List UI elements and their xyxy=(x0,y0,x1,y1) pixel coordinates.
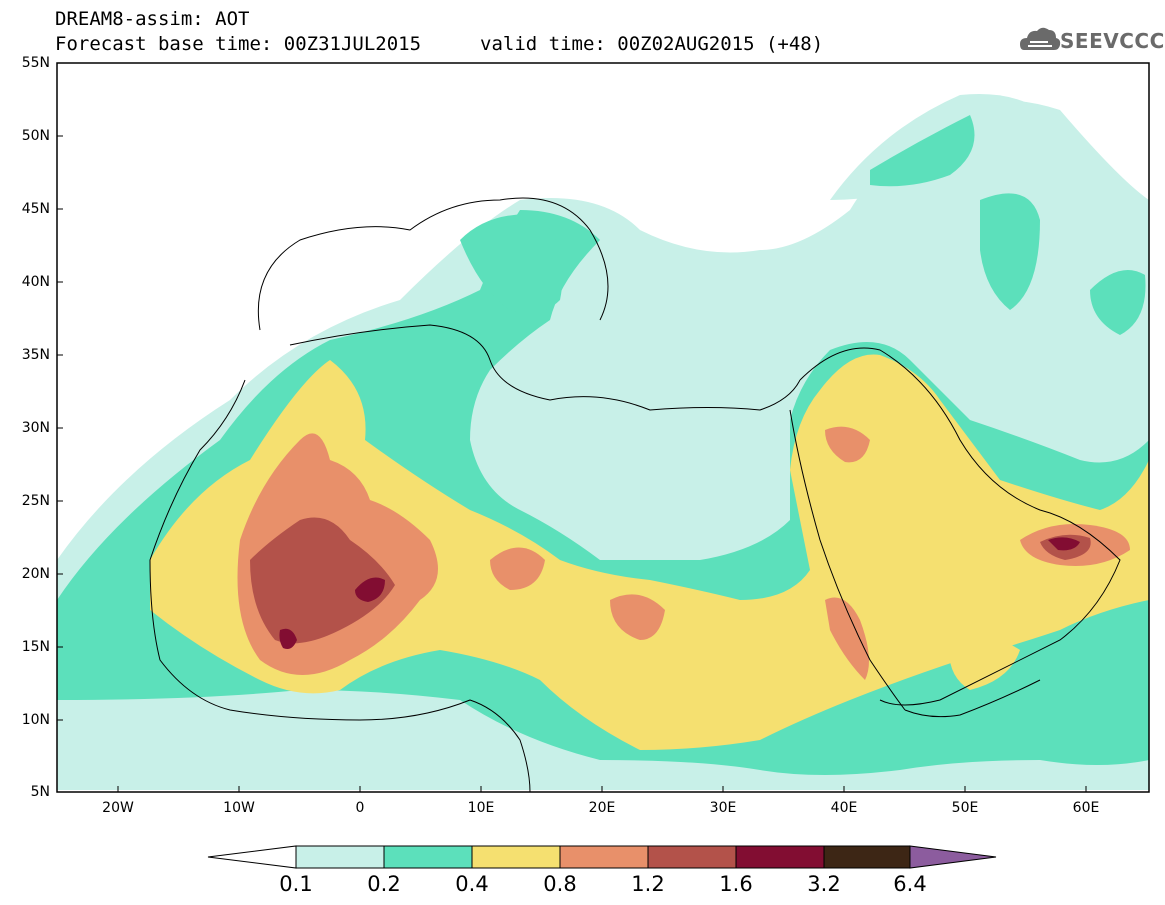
aot-band-1.2 xyxy=(250,517,395,644)
logo-text: SEEVCCC xyxy=(1060,29,1165,53)
cloud-logo-icon xyxy=(1020,27,1061,50)
colorbar-label-0.4: 0.4 xyxy=(455,872,489,896)
aot-band-0.2-caspian xyxy=(980,193,1040,310)
coastline-red-sea xyxy=(789,409,906,711)
valid-time: valid time: 00Z02AUG2015 (+48) xyxy=(480,33,824,55)
lat-label-20n: 20N xyxy=(21,566,50,582)
lat-label-45n: 45N xyxy=(21,201,50,217)
aot-band-0.8-chad xyxy=(490,547,545,590)
colorbar-bin-0.8 xyxy=(559,845,649,869)
lon-label-30e: 30E xyxy=(709,800,737,816)
colorbar-bin-1.2 xyxy=(647,845,737,869)
lon-label-10w: 10W xyxy=(223,800,255,816)
aot-band-0.2-italy xyxy=(460,214,563,314)
lon-label-20w: 20W xyxy=(102,800,134,816)
tick-marks xyxy=(57,62,1087,792)
colorbar xyxy=(207,845,997,869)
lon-label-10e: 10E xyxy=(467,800,495,816)
lat-label-10n: 10N xyxy=(21,712,50,728)
aot-band-0.4 xyxy=(150,354,1149,750)
lon-label-60e: 60E xyxy=(1072,800,1100,816)
aot-band-0.8-saudi xyxy=(825,426,870,463)
coastline-europe xyxy=(257,197,609,331)
lon-label-0: 0 xyxy=(355,800,365,816)
colorbar-under-arrow xyxy=(207,845,297,869)
lon-label-50e: 50E xyxy=(951,800,979,816)
lat-label-55n: 55N xyxy=(21,55,50,71)
aot-band-0.8-redsea xyxy=(825,597,869,680)
lon-label-20e: 20E xyxy=(588,800,616,816)
colorbar-bin-1.6 xyxy=(735,845,825,869)
coastlines xyxy=(149,197,1121,792)
coastline-horn xyxy=(904,679,1041,718)
colorbar-label-1.2: 1.2 xyxy=(631,872,665,896)
aot-band-0.4-horn xyxy=(949,636,1020,690)
colorbar-label-3.2: 3.2 xyxy=(807,872,841,896)
aot-band-1.6-oman xyxy=(1048,537,1080,551)
lat-label-25n: 25N xyxy=(21,493,50,509)
lat-label-40n: 40N xyxy=(21,274,50,290)
lat-label-35n: 35N xyxy=(21,347,50,363)
lat-label-5n: 5N xyxy=(30,784,50,800)
lat-label-50n: 50N xyxy=(21,128,50,144)
colorbar-bin-3.2 xyxy=(823,845,911,869)
colorbar-label-6.4: 6.4 xyxy=(893,872,927,896)
colorbar-label-0.1: 0.1 xyxy=(279,872,313,896)
coastline-west-africa xyxy=(149,379,531,792)
coastline-arabia xyxy=(799,347,1121,706)
colorbar-label-1.6: 1.6 xyxy=(719,872,753,896)
map-title: DREAM8-assim: AOT xyxy=(55,8,250,30)
aot-band-0.2-ukraine xyxy=(870,115,975,187)
forecast-base-time: Forecast base time: 00Z31JUL2015 xyxy=(55,33,422,55)
colorbar-label-0.2: 0.2 xyxy=(367,872,401,896)
lat-label-30n: 30N xyxy=(21,420,50,436)
colorbar-bin-0.4 xyxy=(471,845,561,869)
lat-label-15n: 15N xyxy=(21,639,50,655)
lon-label-40e: 40E xyxy=(830,800,858,816)
aot-band-1.6-mauritania xyxy=(279,628,297,649)
colorbar-label-0.8: 0.8 xyxy=(543,872,577,896)
aot-band-1.6-mali xyxy=(355,577,385,602)
coastline-med-africa xyxy=(289,324,801,411)
colorbar-bin-0.2 xyxy=(383,845,473,869)
colorbar-bin-0.1 xyxy=(295,845,385,869)
colorbar-over-arrow xyxy=(909,845,997,869)
aot-band-0.8-sudan xyxy=(610,594,665,640)
aot-band-0.2-iran xyxy=(1090,270,1146,335)
aot-fields xyxy=(57,94,1149,790)
